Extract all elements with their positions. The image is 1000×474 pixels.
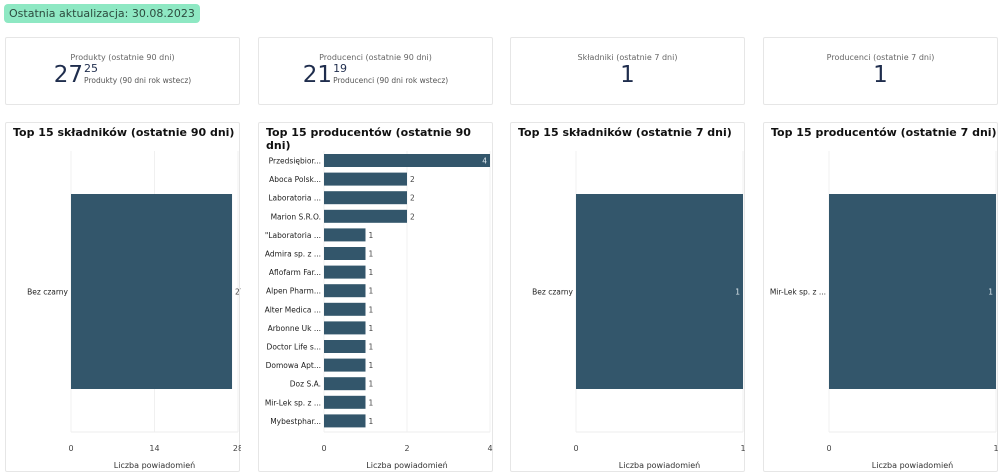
data-label: 1	[988, 288, 993, 297]
kpi-title: Składniki (ostatnie 7 dni)	[577, 53, 678, 62]
x-axis-label: Liczba powiadomień	[872, 461, 953, 470]
bar	[324, 284, 366, 298]
kpi-ingredients-7d: Składniki (ostatnie 7 dni) 1	[510, 37, 745, 105]
bar	[324, 414, 366, 428]
category-label: "Laboratoria ...	[265, 231, 321, 240]
kpi-producers-7d: Producenci (ostatnie 7 dni) 1	[763, 37, 998, 105]
data-label: 1	[369, 287, 374, 296]
bar	[324, 191, 407, 205]
chart-ingredients-90d: Top 15 składników (ostatnie 90 dni) 0 14 28…	[5, 122, 241, 472]
x-tick-label: 14	[149, 444, 159, 453]
data-label: 1	[369, 324, 374, 333]
category-label: Arbonne Uk ...	[268, 324, 321, 333]
category-label: Mir-Lek sp. z ...	[265, 398, 321, 407]
bar	[324, 209, 407, 223]
kpi-compare-value: 25	[84, 62, 99, 75]
category-label: Alter Medica ...	[265, 305, 321, 314]
kpi-value: 27	[53, 62, 84, 88]
chart-svg: 0 14 28 Liczba powiadomień Bez czarny 27	[27, 151, 241, 470]
category-label: Doz S.A.	[290, 380, 321, 389]
kpi-compare-label: Producenci (90 dni rok wstecz)	[333, 76, 449, 85]
chart-title: Top 15 producentów (ostatnie 7 dni)	[771, 126, 997, 139]
x-axis-label: Liczba powiadomień	[114, 461, 195, 470]
bar	[324, 247, 366, 260]
bar	[576, 194, 743, 389]
category-label: Mir-Lek sp. z ...	[770, 288, 826, 297]
chart-title: Top 15 składników (ostatnie 7 dni)	[518, 126, 732, 139]
kpi-compare-value: 19	[333, 62, 348, 75]
data-label: 1	[369, 398, 374, 407]
data-label: 1	[369, 305, 374, 314]
kpi-title: Producenci (ostatnie 90 dni)	[319, 53, 432, 62]
category-label: Marion S.R.O.	[271, 212, 321, 221]
category-label: Aflofarm Far...	[269, 268, 321, 277]
data-label: 1	[369, 361, 374, 370]
category-label: Bez czarny	[27, 288, 68, 297]
data-label: 1	[735, 288, 740, 297]
x-tick-label: 0	[826, 444, 831, 453]
category-label: Mybestphar...	[270, 417, 321, 426]
kpi-products-90d: Produkty (ostatnie 90 dni) 27 25 Produkty…	[5, 37, 240, 105]
kpi-title: Produkty (ostatnie 90 dni)	[70, 53, 175, 62]
data-label: 1	[369, 380, 374, 389]
data-label: 1	[369, 250, 374, 259]
data-label: 1	[369, 231, 374, 240]
x-tick-label: 4	[487, 444, 492, 453]
x-tick-label: 0	[68, 444, 73, 453]
chart-producers-90d: Top 15 producentów (ostatnie 90 dni) 0 2 4 L…	[258, 122, 493, 472]
category-label: Domowa Apt...	[266, 361, 321, 370]
x-tick-label: 1	[740, 444, 745, 453]
x-tick-label: 0	[321, 444, 326, 453]
data-label: 2	[410, 175, 415, 184]
bar	[324, 154, 490, 167]
bar	[829, 194, 996, 389]
bar	[324, 358, 366, 372]
bar	[324, 321, 366, 335]
kpi-compare-label: Produkty (90 dni rok wstecz)	[84, 76, 192, 85]
kpi-title: Producenci (ostatnie 7 dni)	[826, 53, 935, 62]
last-update-badge: Ostatnia aktualizacja: 30.08.2023	[4, 4, 200, 23]
data-label: 1	[369, 343, 374, 352]
category-label: Przedsiębior...	[269, 157, 321, 166]
chart-svg: 0 1 Liczba powiadomień Bez czarny 1	[532, 151, 746, 470]
chart-svg: 0 2 4 Liczba powiadomień Przedsiębior... 4 Abo…	[265, 151, 493, 470]
x-axis-label: Liczba powiadomień	[366, 461, 447, 470]
data-label: 2	[410, 212, 415, 221]
category-label: Bez czarny	[532, 288, 573, 297]
chart-ingredients-7d: Top 15 składników (ostatnie 7 dni) 0 1 Licz…	[510, 122, 746, 472]
bar	[71, 194, 233, 389]
bar	[324, 228, 366, 242]
bar	[324, 377, 366, 391]
x-tick-label: 1	[993, 444, 998, 453]
category-label: Alpen Pharm...	[266, 287, 321, 296]
data-label: 4	[482, 157, 487, 166]
kpi-value: 1	[620, 62, 635, 88]
chart-title: Top 15 składników (ostatnie 90 dni)	[13, 126, 235, 139]
bar	[324, 340, 366, 353]
data-label: 1	[369, 268, 374, 277]
kpi-value: 1	[873, 62, 888, 88]
x-axis-label: Liczba powiadomień	[619, 461, 700, 470]
kpi-producers-90d: Producenci (ostatnie 90 dni) 21 19 Produc…	[258, 37, 493, 105]
chart-title: Top 15 producentów (ostatnie 90 dni)	[266, 126, 471, 152]
chart-producers-7d: Top 15 producentów (ostatnie 7 dni) 0 1 Lic…	[763, 122, 999, 472]
bar	[324, 395, 366, 409]
bar	[324, 265, 366, 279]
category-label: Laboratoria ...	[268, 194, 321, 203]
category-label: Aboca Polsk...	[269, 175, 321, 184]
data-label: 2	[410, 194, 415, 203]
chart-svg: 0 1 Liczba powiadomień Mir-Lek sp. z ... 1	[770, 151, 999, 470]
data-label: 27	[235, 288, 241, 297]
category-label: Doctor Life s...	[267, 343, 321, 352]
x-tick-label: 28	[233, 444, 241, 453]
bar	[324, 172, 407, 186]
x-tick-label: 2	[404, 444, 409, 453]
category-label: Admira sp. z ...	[265, 250, 321, 259]
data-label: 1	[369, 417, 374, 426]
kpi-value: 21	[302, 62, 333, 88]
bar	[324, 302, 366, 316]
x-tick-label: 0	[573, 444, 578, 453]
